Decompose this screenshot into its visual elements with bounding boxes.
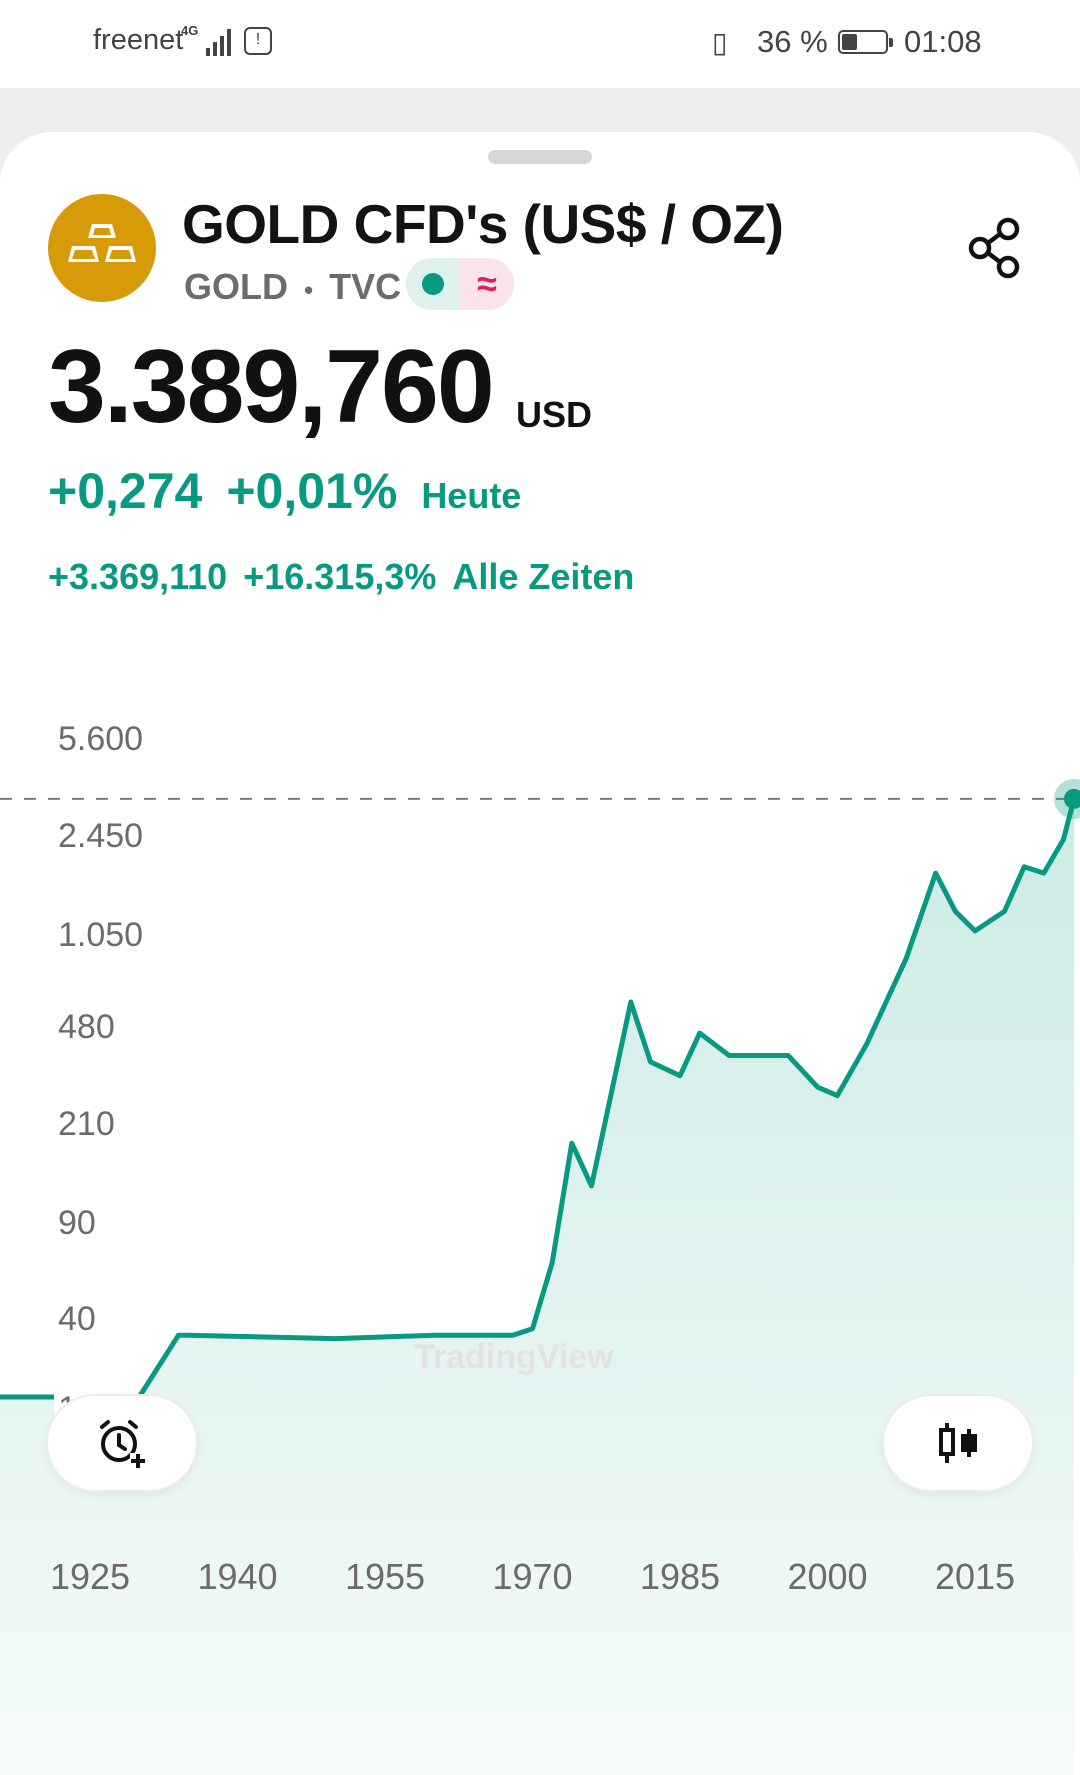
change-today-label: Heute [421,475,522,516]
x-axis-tick-label: 2015 [934,1556,1016,1597]
x-axis-tick-label: 1970 [492,1556,573,1597]
y-axis-tick-label: 2.450 [58,816,144,855]
gold-bars-logo-icon [48,194,156,302]
x-axis-tick-label: 1925 [49,1556,131,1597]
change-all-value: +3.369,110 [48,556,228,597]
share-button[interactable] [964,216,1028,280]
price-line [0,798,1077,1400]
current-price: 3.389,760 [48,329,495,445]
y-axis-tick-label: 40 [58,1299,96,1338]
y-axis-tick-label: 5.600 [58,720,144,758]
approximate-data-icon: ≈ [460,258,514,310]
chart-type-button[interactable] [884,1396,1032,1490]
y-axis-tick-label: 90 [58,1204,96,1243]
symbol-title: GOLD CFD's (US$ / OZ) [182,193,784,255]
share-icon [968,217,1020,279]
symbol-subtitle: GOLD • TVC [184,266,401,308]
x-axis-tick-label: 1985 [639,1556,721,1597]
y-axis-tick-label: 1.050 [58,916,144,955]
battery-level [842,34,857,50]
signal-icon [206,28,236,56]
x-axis-tick-label: 1955 [344,1556,426,1597]
change-today-row: +0,274 +0,01% Heute [48,462,521,520]
y-axis-tick-label: 480 [58,1008,115,1047]
battery-icon [838,30,893,54]
clock: 01:08 [904,24,982,59]
network-type: 4G [181,23,199,38]
subtitle-separator: • [304,275,314,305]
notification-icon: ! [244,27,272,55]
status-bar: freenet 4G ! ▯ 36 % 01:08 [0,0,1080,88]
battery-percent: 36 % [757,24,828,59]
change-all-percent: +16.315,3% [243,556,437,597]
tradingview-watermark: TradingView [414,1338,614,1376]
change-today-percent: +0,01% [226,463,398,519]
carrier-name: freenet [93,24,184,56]
market-open-dot-icon [422,273,444,295]
vibrate-icon: ▯ [712,27,728,58]
change-all-label: Alle Zeiten [452,556,635,597]
x-axis-tick-label: 1940 [197,1556,278,1597]
last-point-marker[interactable] [1064,788,1080,809]
exchange-name: TVC [329,266,402,307]
chart-area-fill [0,798,1074,1775]
drag-handle[interactable] [488,150,592,164]
price-currency: USD [516,394,593,435]
market-status-badge[interactable]: ≈ [406,258,514,310]
y-axis-tick-label: 210 [58,1105,115,1144]
candlestick-icon [939,1423,977,1463]
x-axis-tick-label: 2000 [787,1556,868,1597]
add-alert-button[interactable] [48,1396,196,1490]
symbol-ticker: GOLD [184,266,288,307]
market-open-indicator [406,258,460,310]
change-today-value: +0,274 [48,463,203,519]
add-alert-icon [100,1420,146,1469]
change-all-time-row: +3.369,110 +16.315,3% Alle Zeiten [48,556,650,598]
